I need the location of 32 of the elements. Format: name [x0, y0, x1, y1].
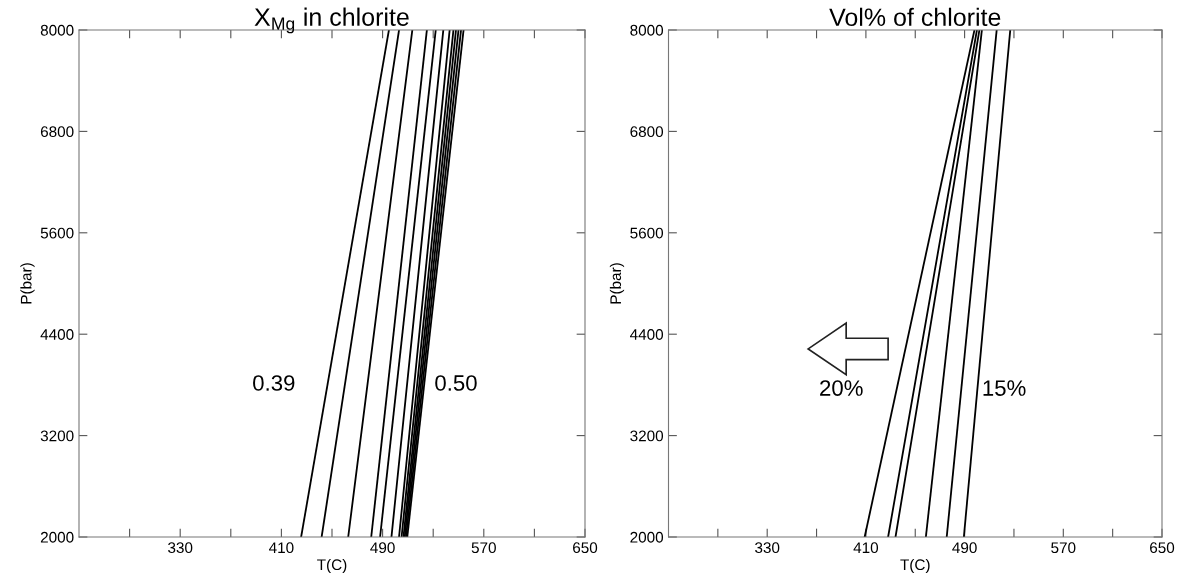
y-tick-label: 5600	[630, 227, 664, 239]
x-axis-title: T(C)	[900, 558, 930, 574]
y-axis-title: P(bar)	[609, 263, 625, 304]
chart-title: Vol% of chlorite	[829, 7, 1001, 27]
y-tick-label: 6800	[630, 126, 664, 138]
y-tick-label: 5600	[40, 227, 74, 239]
y-tick-label: 4400	[630, 329, 664, 340]
x-tick-label: 490	[952, 542, 977, 554]
y-tick-label: 2000	[630, 531, 664, 543]
x-tick-label: 570	[1051, 542, 1076, 554]
x-tick-label: 490	[370, 542, 395, 554]
annotation: 20%	[820, 380, 863, 396]
y-tick-label: 6800	[40, 126, 74, 138]
y-tick-label: 8000	[40, 24, 74, 36]
x-tick-label: 410	[269, 542, 294, 554]
x-tick-label: 410	[853, 542, 879, 554]
x-tick-label: 650	[1150, 542, 1175, 554]
annotation: 0.39	[253, 375, 295, 391]
x-tick-label: 330	[168, 542, 193, 554]
y-tick-label: 8000	[630, 24, 664, 36]
chart-title: X$_{Mg}$ in chlorite	[254, 7, 409, 34]
x-tick-label: 570	[471, 542, 496, 554]
y-tick-label: 3200	[40, 430, 74, 442]
y-tick-label: 4400	[40, 329, 74, 340]
annotation: 0.50	[435, 375, 477, 391]
x-axis-title: T(C)	[317, 558, 347, 574]
y-axis-title: P(bar)	[20, 263, 35, 304]
y-tick-label: 2000	[40, 531, 74, 543]
x-tick-label: 650	[573, 542, 598, 554]
y-tick-label: 3200	[630, 430, 664, 442]
x-tick-label: 330	[755, 542, 780, 554]
annotation: 15%	[983, 380, 1026, 396]
